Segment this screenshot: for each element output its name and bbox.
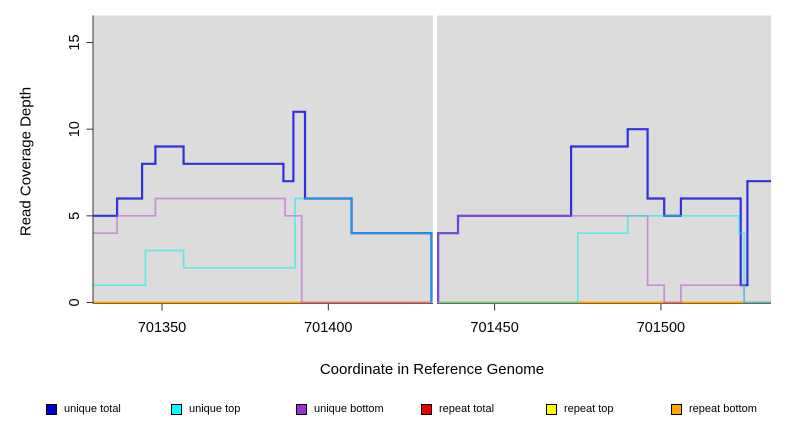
legend-item-unique-top: unique top — [171, 401, 240, 417]
legend-swatch-unique-top — [171, 403, 182, 415]
y-tick-label: 5 — [67, 212, 83, 220]
y-tick-label: 15 — [67, 34, 83, 50]
legend-swatch-repeat-top — [546, 403, 557, 415]
legend-label: repeat top — [564, 403, 614, 415]
legend-item-repeat-bottom: repeat bottom — [671, 401, 757, 417]
legend-label: unique bottom — [314, 403, 384, 415]
legend-swatch-unique-total — [46, 403, 57, 415]
y-axis-title: Read Coverage Depth — [17, 86, 35, 237]
legend-item-unique-total: unique total — [46, 401, 121, 417]
y-tick-label: 10 — [67, 121, 83, 137]
x-tick-label: 701400 — [304, 320, 352, 336]
y-tick-label: 0 — [67, 298, 83, 306]
legend-swatch-repeat-total — [421, 403, 432, 415]
series-line-unique-top — [93, 197, 771, 304]
legend-swatch-unique-bottom — [296, 403, 307, 415]
legend-item-repeat-total: repeat total — [421, 401, 494, 417]
no-data-gap — [432, 15, 438, 304]
legend-label: unique top — [189, 403, 241, 415]
legend: unique total unique top unique bottom repea… — [0, 399, 792, 423]
legend-label: repeat bottom — [689, 403, 757, 415]
legend-label: repeat total — [439, 403, 495, 415]
x-tick-label: 701500 — [637, 320, 685, 336]
legend-item-unique-bottom: unique bottom — [296, 401, 384, 417]
x-axis-title: Coordinate in Reference Genome — [319, 361, 545, 378]
legend-swatch-repeat-bottom — [671, 403, 682, 415]
legend-label: unique total — [64, 403, 121, 415]
legend-item-repeat-top: repeat top — [546, 401, 614, 417]
x-tick-label: 701350 — [138, 320, 186, 336]
x-tick-label: 701450 — [470, 320, 518, 336]
